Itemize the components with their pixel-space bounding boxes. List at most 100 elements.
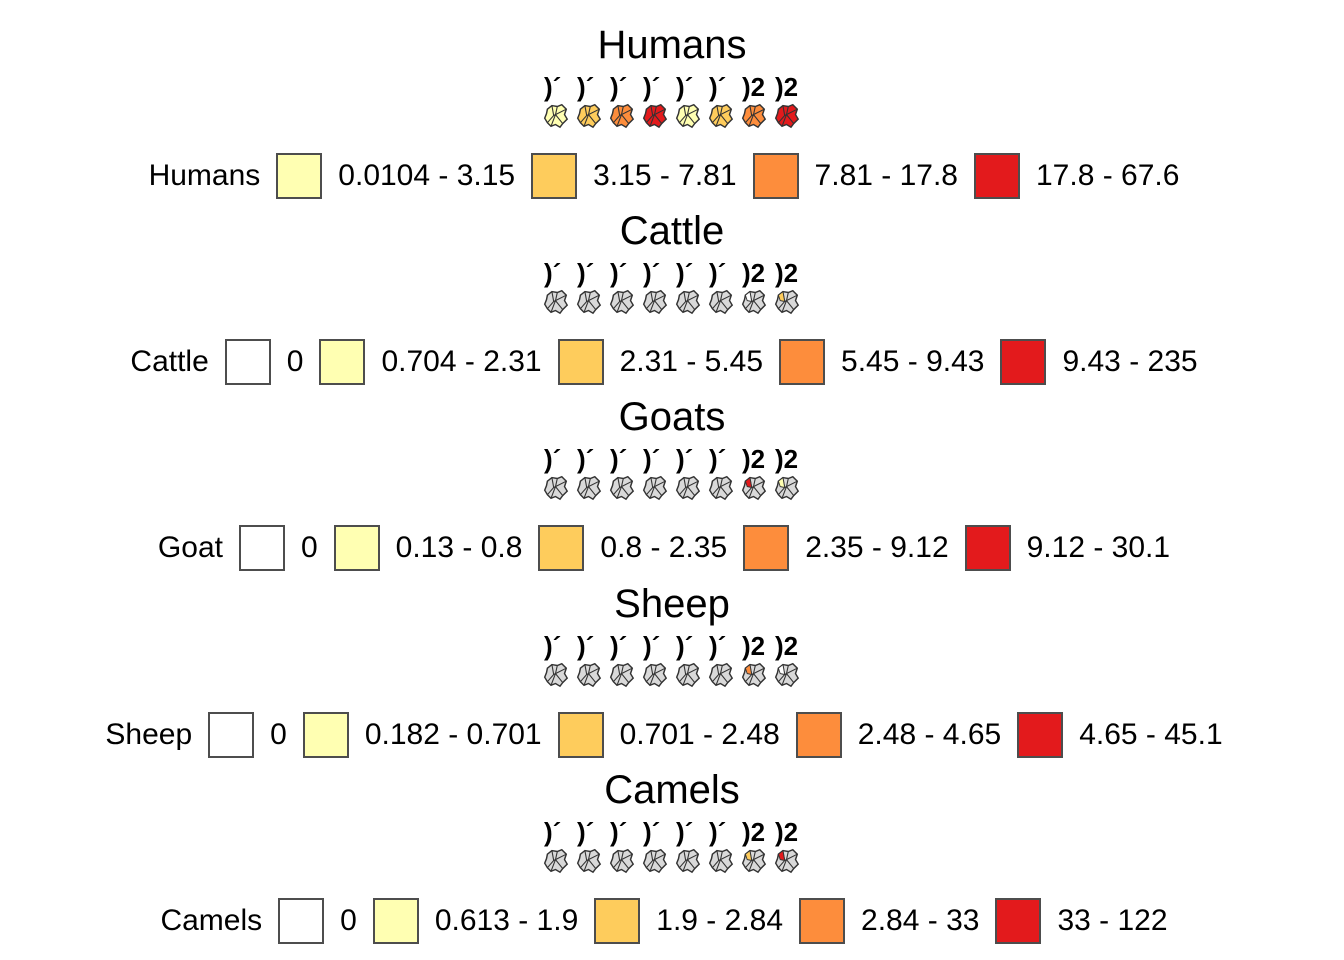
map-thumbnail: )´ [540, 815, 573, 879]
map-thumbnail: )´ [639, 442, 672, 506]
map-thumbnail: )´ [606, 815, 639, 879]
legend-swatch [1000, 339, 1047, 385]
legend-swatch [743, 525, 790, 571]
legend-item: 2.84 - 33 [799, 898, 979, 944]
map-thumbnail: )2 [771, 629, 804, 693]
region-shape [609, 289, 635, 315]
legend-title: Goat [157, 531, 223, 564]
small-maps: )´)´)´)´)´)´)2)2 [540, 629, 804, 699]
legend-item: 0.701 - 2.48 [557, 712, 780, 758]
legend-label: 0.701 - 2.48 [619, 718, 780, 751]
legend-item: 9.12 - 30.1 [964, 525, 1171, 571]
legend-item: 0.13 - 0.8 [333, 525, 522, 571]
legend-label: 0 [340, 904, 357, 937]
map-label: )´ [676, 72, 693, 102]
map-label: )´ [577, 444, 594, 474]
legend-item: 2.31 - 5.45 [557, 339, 763, 385]
map-label: )´ [709, 444, 726, 474]
region-shape [774, 848, 800, 874]
region-shape [543, 475, 569, 501]
region-shape [543, 848, 569, 874]
legend-label: 4.65 - 45.1 [1079, 718, 1223, 751]
legend-title: Sheep [105, 718, 193, 751]
map-thumbnail: )2 [738, 442, 771, 506]
panel-cattle: Cattle)´)´)´)´)´)´)2)2 Cattle 0 0.704 - 2.3… [0, 186, 1344, 385]
legend-swatch [276, 153, 323, 199]
region-shape [708, 475, 734, 501]
region-shape [774, 662, 800, 688]
panel-humans: Humans)´)´)´)´)´)´)2)2 Humans 0.0104 - 3.1… [0, 0, 1344, 199]
map-label: )´ [544, 72, 561, 102]
map-label: )´ [577, 817, 594, 847]
map-thumbnail: )´ [606, 629, 639, 693]
legend-label: 9.12 - 30.1 [1026, 531, 1171, 564]
map-thumbnail: )´ [606, 256, 639, 320]
panel-title: Goats [618, 395, 726, 439]
map-label: )2 [775, 72, 798, 102]
map-thumbnail: )´ [705, 629, 738, 693]
region-shape [576, 848, 602, 874]
legend-item: 5.45 - 9.43 [779, 339, 984, 385]
map-label: )´ [544, 631, 561, 661]
map-thumbnail: )´ [705, 256, 738, 320]
map-thumbnail: )´ [606, 442, 639, 506]
legend-item: 2.35 - 9.12 [743, 525, 949, 571]
legend-swatch [372, 898, 419, 944]
legend-swatch [973, 153, 1020, 199]
map-thumbnail: )´ [606, 70, 639, 134]
region-shape [642, 662, 668, 688]
map-label: )´ [643, 444, 660, 474]
legend-item: 3.15 - 7.81 [531, 153, 737, 199]
map-label: )´ [544, 258, 561, 288]
region-shape [576, 662, 602, 688]
region-shape [576, 103, 602, 129]
region-shape [741, 475, 767, 501]
map-label: )´ [676, 817, 693, 847]
small-maps: )´)´)´)´)´)´)2)2 [540, 70, 804, 140]
small-maps: )´)´)´)´)´)´)2)2 [540, 442, 804, 512]
legend-item: 1.9 - 2.84 [594, 898, 783, 944]
legend-swatch [795, 712, 842, 758]
legend-title: Camels [160, 904, 263, 937]
legend-swatch [964, 525, 1011, 571]
region-shape [609, 475, 635, 501]
legend-swatch [557, 712, 604, 758]
map-label: )2 [742, 258, 765, 288]
map-label: )´ [643, 817, 660, 847]
legend-item: 33 - 122 [995, 898, 1168, 944]
region-shape [576, 289, 602, 315]
region-shape [576, 475, 602, 501]
region-shape [774, 475, 800, 501]
map-label: )´ [643, 258, 660, 288]
map-label: )´ [676, 631, 693, 661]
legend-item: 0 [208, 712, 287, 758]
map-label: )´ [544, 444, 561, 474]
map-thumbnail: )´ [573, 815, 606, 879]
map-label: )2 [742, 444, 765, 474]
region-shape [675, 289, 701, 315]
map-thumbnail: )´ [639, 815, 672, 879]
map-thumbnail: )2 [771, 256, 804, 320]
legend-label: 0 [270, 718, 287, 751]
legend-label: 0.704 - 2.31 [381, 345, 542, 378]
legend-item: 0.613 - 1.9 [372, 898, 578, 944]
map-thumbnail: )´ [573, 442, 606, 506]
legend-item: 0.0104 - 3.15 [276, 153, 515, 199]
legend-label: 2.48 - 4.65 [857, 718, 1002, 751]
region-shape [708, 662, 734, 688]
legend-item: 0 [238, 525, 318, 571]
panel-title: Sheep [614, 582, 730, 626]
legend-swatch [995, 898, 1042, 944]
panel-goats: Goats)´)´)´)´)´)´)2)2 Goat 0 0.13 - 0.8 0.8 … [0, 372, 1344, 571]
map-thumbnail: )´ [705, 815, 738, 879]
panel-title: Camels [604, 768, 740, 812]
map-thumbnail: )´ [573, 629, 606, 693]
map-label: )´ [709, 631, 726, 661]
map-thumbnail: )´ [540, 256, 573, 320]
legend: Camels 0 0.613 - 1.9 1.9 - 2.84 2.84 - 33 33 … [0, 893, 1344, 949]
map-thumbnail: )´ [705, 70, 738, 134]
region-shape [675, 103, 701, 129]
legend-title: Cattle [130, 345, 209, 378]
legend-label: 17.8 - 67.6 [1035, 159, 1180, 192]
